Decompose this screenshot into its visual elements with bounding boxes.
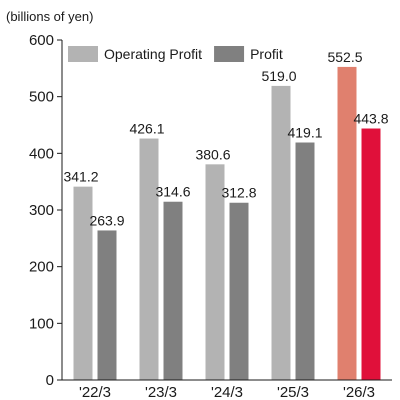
bar-profit (163, 201, 183, 380)
y-axis: 0 100 200 300 400 500 600 (29, 32, 63, 389)
bar-operating-profit (205, 164, 225, 380)
legend-label: Profit (250, 46, 283, 62)
unit-label: (billions of yen) (6, 9, 93, 24)
data-label: 426.1 (129, 121, 164, 137)
data-label: 419.1 (287, 125, 322, 141)
bar-operating-profit (139, 138, 159, 380)
bar-operating-profit (271, 85, 291, 381)
y-tick-label: 300 (29, 202, 54, 219)
bar-profit (229, 202, 249, 380)
legend-swatch (68, 46, 98, 62)
bar-profit (361, 128, 381, 380)
x-category-label: '25/3 (277, 384, 309, 400)
y-tick-label: 0 (46, 372, 54, 389)
bar-operating-profit (73, 186, 93, 380)
data-label: 380.6 (195, 146, 230, 162)
y-tick-label: 100 (29, 315, 54, 332)
x-axis: '22/3 '23/3 '24/3 '25/3 '26/3 (62, 379, 392, 400)
y-tick-label: 400 (29, 145, 54, 162)
y-tick-label: 600 (29, 32, 54, 49)
data-label: 341.2 (63, 169, 98, 185)
x-category-label: '26/3 (343, 384, 375, 400)
x-category-label: '24/3 (211, 384, 243, 400)
data-label: 519.0 (261, 68, 296, 84)
bar-profit (295, 142, 315, 380)
legend-label: Operating Profit (104, 46, 202, 62)
x-category-label: '22/3 (79, 384, 111, 400)
data-label: 314.6 (155, 184, 190, 200)
bar-profit (97, 230, 117, 380)
data-label: 443.8 (353, 111, 388, 127)
data-label: 312.8 (221, 185, 256, 201)
legend: Operating Profit Profit (68, 46, 283, 62)
data-label: 552.5 (327, 49, 362, 65)
legend-swatch (214, 46, 245, 62)
data-label: 263.9 (89, 212, 124, 228)
bars (73, 66, 381, 381)
y-tick-label: 200 (29, 259, 54, 276)
data-labels: 341.2 263.9 426.1 314.6 380.6 312.8 519.0 419.1… (63, 49, 388, 229)
y-tick-label: 500 (29, 89, 54, 106)
x-category-label: '23/3 (145, 384, 177, 400)
bar-operating-profit (337, 66, 357, 381)
